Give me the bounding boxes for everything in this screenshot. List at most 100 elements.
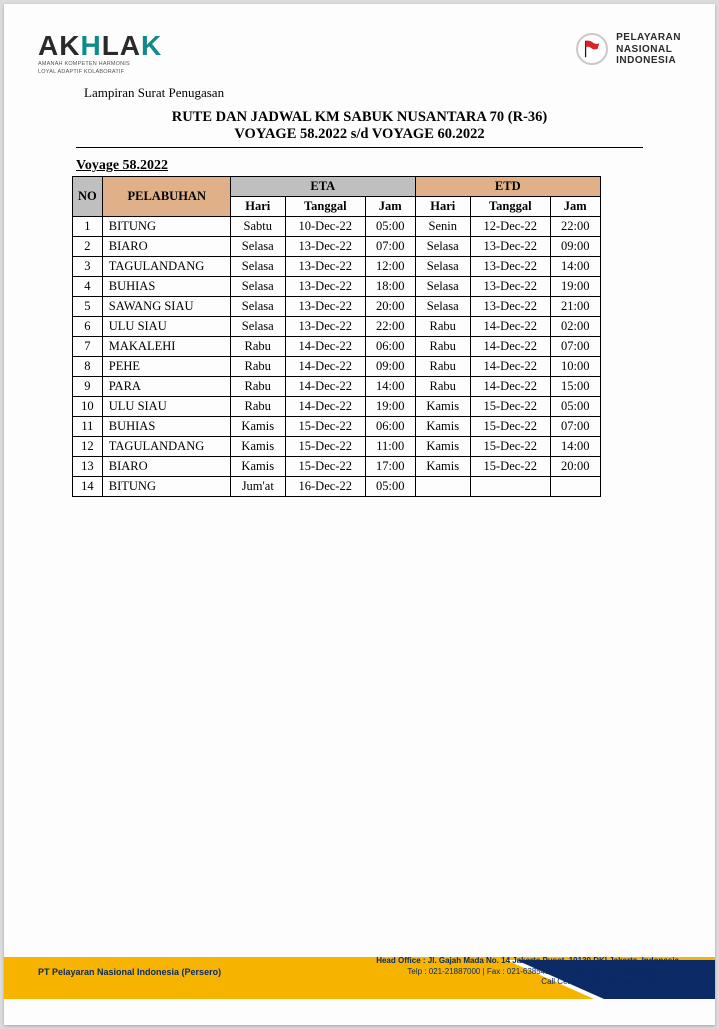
pelni-flag-icon	[576, 33, 608, 65]
cell-etd-tgl: 13-Dec-22	[470, 237, 550, 257]
pelni-line-3: INDONESIA	[616, 55, 681, 67]
footer-callcenter: Call Center : 021-162 | www.pelni.co.id	[376, 977, 679, 988]
cell-etd-hari	[415, 477, 470, 497]
cell-etd-tgl: 14-Dec-22	[470, 337, 550, 357]
cell-eta-jam: 19:00	[365, 397, 415, 417]
cell-no: 11	[73, 417, 103, 437]
cell-eta-jam: 14:00	[365, 377, 415, 397]
cell-etd-hari: Selasa	[415, 277, 470, 297]
cell-eta-hari: Selasa	[230, 257, 285, 277]
cell-eta-jam: 09:00	[365, 357, 415, 377]
col-pelabuhan: PELABUHAN	[102, 177, 230, 217]
cell-etd-tgl: 15-Dec-22	[470, 417, 550, 437]
cell-eta-tgl: 13-Dec-22	[285, 257, 365, 277]
cell-eta-hari: Selasa	[230, 277, 285, 297]
cell-eta-hari: Rabu	[230, 397, 285, 417]
cell-eta-tgl: 14-Dec-22	[285, 377, 365, 397]
table-row: 4BUHIASSelasa13-Dec-2218:00Selasa13-Dec-…	[73, 277, 601, 297]
col-eta-jam: Jam	[365, 197, 415, 217]
table-header-row-1: NO PELABUHAN ETA ETD	[73, 177, 601, 197]
table-row: 8PEHERabu14-Dec-2209:00Rabu14-Dec-2210:0…	[73, 357, 601, 377]
cell-etd-jam: 09:00	[550, 237, 600, 257]
cell-etd-hari: Rabu	[415, 377, 470, 397]
cell-no: 4	[73, 277, 103, 297]
cell-etd-hari: Senin	[415, 217, 470, 237]
cell-pel: BUHIAS	[102, 417, 230, 437]
cell-etd-jam: 21:00	[550, 297, 600, 317]
cell-pel: BUHIAS	[102, 277, 230, 297]
voyage-label: Voyage 58.2022	[76, 158, 681, 174]
cell-eta-jam: 18:00	[365, 277, 415, 297]
cell-eta-jam: 07:00	[365, 237, 415, 257]
cell-etd-jam: 15:00	[550, 377, 600, 397]
col-eta: ETA	[230, 177, 415, 197]
col-etd-jam: Jam	[550, 197, 600, 217]
cell-pel: BIARO	[102, 237, 230, 257]
cell-pel: BITUNG	[102, 217, 230, 237]
akhlak-wordmark: AKHLAK	[38, 32, 162, 60]
col-no: NO	[73, 177, 103, 217]
cell-eta-hari: Rabu	[230, 337, 285, 357]
cell-pel: PARA	[102, 377, 230, 397]
cell-eta-jam: 12:00	[365, 257, 415, 277]
schedule-table: NO PELABUHAN ETA ETD Hari Tanggal Jam Ha…	[72, 176, 601, 497]
cell-etd-hari: Rabu	[415, 337, 470, 357]
cell-etd-hari: Selasa	[415, 237, 470, 257]
cell-eta-tgl: 13-Dec-22	[285, 297, 365, 317]
cell-eta-jam: 20:00	[365, 297, 415, 317]
cell-no: 14	[73, 477, 103, 497]
cell-eta-hari: Rabu	[230, 357, 285, 377]
cell-etd-jam: 14:00	[550, 437, 600, 457]
cell-etd-hari: Selasa	[415, 257, 470, 277]
cell-pel: MAKALEHI	[102, 337, 230, 357]
cell-no: 5	[73, 297, 103, 317]
table-row: 1BITUNGSabtu10-Dec-2205:00Senin12-Dec-22…	[73, 217, 601, 237]
cell-etd-hari: Kamis	[415, 417, 470, 437]
cell-eta-jam: 05:00	[365, 477, 415, 497]
table-row: 10ULU SIAURabu14-Dec-2219:00Kamis15-Dec-…	[73, 397, 601, 417]
cell-eta-tgl: 10-Dec-22	[285, 217, 365, 237]
cell-no: 9	[73, 377, 103, 397]
cell-etd-jam	[550, 477, 600, 497]
cell-etd-tgl: 15-Dec-22	[470, 397, 550, 417]
cell-no: 10	[73, 397, 103, 417]
table-row: 3TAGULANDANGSelasa13-Dec-2212:00Selasa13…	[73, 257, 601, 277]
cell-eta-hari: Kamis	[230, 417, 285, 437]
page-header: AKHLAK AMANAH KOMPETEN HARMONIS LOYAL AD…	[38, 32, 681, 75]
cell-eta-jam: 17:00	[365, 457, 415, 477]
cell-pel: ULU SIAU	[102, 397, 230, 417]
cell-eta-tgl: 14-Dec-22	[285, 357, 365, 377]
footer-company: PT Pelayaran Nasional Indonesia (Persero…	[38, 967, 221, 977]
cell-no: 1	[73, 217, 103, 237]
cell-etd-tgl: 12-Dec-22	[470, 217, 550, 237]
akhlak-tagline-2: LOYAL ADAPTIF KOLABORATIF	[38, 70, 162, 76]
cell-pel: PEHE	[102, 357, 230, 377]
attachment-label: Lampiran Surat Penugasan	[84, 85, 681, 101]
doc-subtitle: VOYAGE 58.2022 s/d VOYAGE 60.2022	[38, 126, 681, 143]
cell-eta-tgl: 14-Dec-22	[285, 337, 365, 357]
footer-contact: Head Office : Jl. Gajah Mada No. 14 Jaka…	[376, 956, 679, 988]
footer-phone-fax-email: Telp : 021-21887000 | Fax : 021-63854130…	[376, 967, 679, 978]
cell-eta-hari: Rabu	[230, 377, 285, 397]
cell-eta-hari: Selasa	[230, 297, 285, 317]
cell-pel: ULU SIAU	[102, 317, 230, 337]
cell-etd-hari: Selasa	[415, 297, 470, 317]
table-row: 13BIAROKamis15-Dec-2217:00Kamis15-Dec-22…	[73, 457, 601, 477]
cell-eta-jam: 06:00	[365, 337, 415, 357]
cell-etd-jam: 14:00	[550, 257, 600, 277]
cell-no: 3	[73, 257, 103, 277]
cell-etd-hari: Rabu	[415, 357, 470, 377]
cell-eta-tgl: 13-Dec-22	[285, 317, 365, 337]
cell-etd-jam: 07:00	[550, 337, 600, 357]
cell-etd-hari: Kamis	[415, 397, 470, 417]
cell-etd-tgl: 15-Dec-22	[470, 437, 550, 457]
cell-pel: BITUNG	[102, 477, 230, 497]
title-underline	[76, 147, 643, 148]
table-row: 2BIAROSelasa13-Dec-2207:00Selasa13-Dec-2…	[73, 237, 601, 257]
cell-etd-jam: 10:00	[550, 357, 600, 377]
cell-pel: TAGULANDANG	[102, 437, 230, 457]
cell-no: 2	[73, 237, 103, 257]
table-row: 14BITUNGJum'at16-Dec-2205:00	[73, 477, 601, 497]
cell-eta-tgl: 16-Dec-22	[285, 477, 365, 497]
col-eta-hari: Hari	[230, 197, 285, 217]
